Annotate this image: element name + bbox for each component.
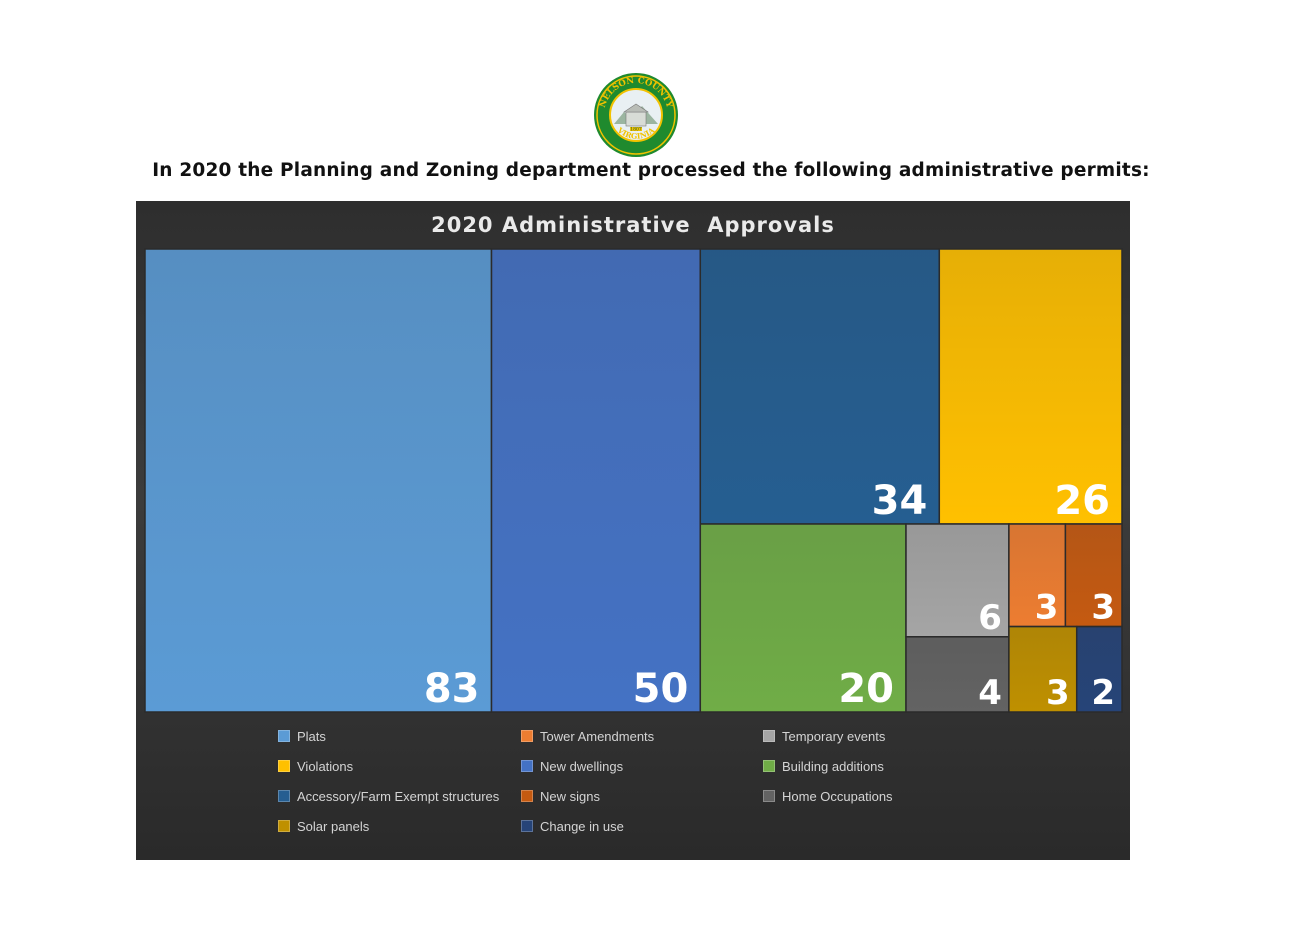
legend-item-violations: Violations bbox=[278, 757, 353, 775]
legend-item-change-in-use: Change in use bbox=[521, 817, 624, 835]
treemap-cell-solar-panels bbox=[1008, 625, 1078, 713]
page-heading: In 2020 the Planning and Zoning departme… bbox=[152, 160, 1150, 181]
legend-swatch bbox=[278, 820, 290, 832]
treemap-cell-new-dwellings bbox=[490, 248, 702, 713]
data-label-tower-amendments: 3 bbox=[1035, 588, 1059, 628]
treemap-cell-temporary-events bbox=[905, 523, 1010, 638]
legend-swatch bbox=[278, 790, 290, 802]
data-label-home-occupations: 4 bbox=[978, 673, 1002, 713]
chart-title: 2020 Administrative Approvals bbox=[431, 213, 835, 237]
legend-swatch bbox=[521, 730, 533, 742]
legend-item-new-signs: New signs bbox=[521, 787, 600, 805]
legend-label: Tower Amendments bbox=[540, 728, 655, 744]
nelson-county-seal: NELSON COUNTY VIRGINIA 1807 bbox=[594, 73, 678, 157]
legend-item-building-additions: Building additions bbox=[763, 757, 884, 775]
treemap-cell-violations bbox=[938, 248, 1123, 525]
data-label-change-in-use: 2 bbox=[1091, 673, 1115, 713]
legend-item-home-occupations: Home Occupations bbox=[763, 787, 893, 805]
legend-swatch bbox=[521, 760, 533, 772]
legend-swatch bbox=[763, 760, 775, 772]
data-label-new-dwellings: 50 bbox=[633, 666, 689, 712]
legend-label: Violations bbox=[297, 758, 354, 774]
treemap-cell-change-in-use bbox=[1075, 625, 1123, 713]
legend-label: New signs bbox=[540, 788, 600, 804]
data-label-solar-panels: 3 bbox=[1046, 673, 1070, 713]
legend-swatch bbox=[521, 790, 533, 802]
legend-label: Accessory/Farm Exempt structures bbox=[297, 788, 500, 804]
legend-item-new-dwellings: New dwellings bbox=[521, 757, 623, 775]
courthouse-icon bbox=[625, 111, 647, 127]
legend-item-temporary-events: Temporary events bbox=[763, 727, 885, 745]
legend-swatch bbox=[763, 790, 775, 802]
legend-swatch bbox=[521, 820, 533, 832]
legend-label: Plats bbox=[297, 728, 326, 744]
data-label-violations: 26 bbox=[1054, 478, 1110, 524]
legend-label: Home Occupations bbox=[782, 788, 893, 804]
legend-label: Change in use bbox=[540, 818, 624, 834]
legend-label: Solar panels bbox=[297, 818, 370, 834]
legend-swatch bbox=[278, 730, 290, 742]
legend-label: New dwellings bbox=[540, 758, 624, 774]
chart-legend: Plats Tower Amendments Temporary events Vio… bbox=[278, 727, 998, 847]
svg-text:1807: 1807 bbox=[630, 127, 642, 133]
legend-label: Temporary events bbox=[782, 728, 886, 744]
treemap-cell-building-additions bbox=[699, 523, 907, 713]
treemap-cell-tower-amendments bbox=[1008, 523, 1067, 628]
legend-item-plats: Plats bbox=[278, 727, 326, 745]
treemap-cell-new-signs bbox=[1064, 523, 1123, 628]
treemap-cell-accessory-farm-exempt-structures bbox=[699, 248, 941, 525]
legend-swatch bbox=[278, 760, 290, 772]
data-label-accessory-farm-exempt-structures: 34 bbox=[872, 478, 928, 524]
legend-item-accessory-farm-exempt-structures: Accessory/Farm Exempt structures bbox=[278, 787, 499, 805]
data-label-plats: 83 bbox=[424, 666, 480, 712]
chart-panel: 2020 Administrative Approvals 83 50 34 26 20… bbox=[136, 201, 1130, 860]
data-label-temporary-events: 6 bbox=[978, 598, 1002, 638]
treemap-cell-home-occupations bbox=[905, 636, 1010, 713]
legend-item-tower-amendments: Tower Amendments bbox=[521, 727, 654, 745]
data-label-new-signs: 3 bbox=[1091, 588, 1115, 628]
legend-swatch bbox=[763, 730, 775, 742]
legend-label: Building additions bbox=[782, 758, 884, 774]
data-label-building-additions: 20 bbox=[838, 666, 894, 712]
legend-item-solar-panels: Solar panels bbox=[278, 817, 369, 835]
treemap-cell-plats bbox=[144, 248, 493, 713]
